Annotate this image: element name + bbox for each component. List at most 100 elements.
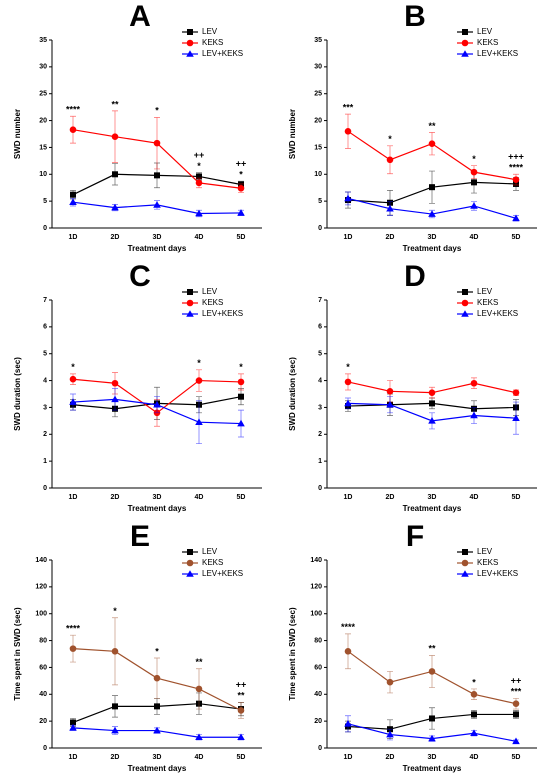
panel: E 0 20 40 60 80 100 120 140 1D 2D 3D 4D 5D Treatment d… xyxy=(13,520,262,773)
marker xyxy=(470,411,478,419)
legend-marker xyxy=(461,310,469,317)
legend-label: LEV+KEKS xyxy=(477,569,518,578)
x-tick-label: 5D xyxy=(237,494,246,501)
y-tick-label: 60 xyxy=(39,664,47,671)
y-tick-label: 30 xyxy=(39,64,47,71)
marker xyxy=(195,418,203,425)
marker xyxy=(428,734,436,742)
marker xyxy=(70,191,76,198)
y-tick-label: 140 xyxy=(35,557,47,564)
y-tick-label: 80 xyxy=(39,637,47,644)
marker xyxy=(429,715,435,722)
panel-letter: A xyxy=(129,0,151,33)
y-tick-label: 5 xyxy=(43,351,47,358)
y-tick-label: 0 xyxy=(318,745,322,752)
panel: B 0 5 10 15 20 25 30 35 1D 2D 3D 4D 5D Treatment days S… xyxy=(288,0,537,253)
y-tick-label: 35 xyxy=(39,37,47,44)
marker xyxy=(344,378,352,386)
marker xyxy=(69,198,77,206)
legend-label: KEKS xyxy=(477,558,498,567)
y-axis-title: SWD number xyxy=(288,109,297,159)
significance-mark: **** xyxy=(66,624,81,634)
marker xyxy=(386,400,394,408)
panel: A 0 5 10 15 20 25 30 35 1D 2D 3D 4D 5D Treatment days S… xyxy=(13,0,262,253)
legend-label: LEV xyxy=(477,27,493,36)
y-tick-label: 15 xyxy=(314,144,322,151)
y-tick-label: 2 xyxy=(318,431,322,438)
panel-letter: F xyxy=(406,520,424,553)
significance-mark: ** xyxy=(428,644,436,654)
panel: C 0 1 2 3 4 5 6 7 1D 2D 3D 4D 5D Treatment days SWD dur… xyxy=(13,260,262,513)
significance-mark: ** xyxy=(195,657,203,667)
y-tick-label: 5 xyxy=(318,198,322,205)
legend-marker xyxy=(461,39,469,47)
x-tick-label: 5D xyxy=(237,234,246,241)
x-tick-label: 2D xyxy=(111,234,120,241)
marker xyxy=(111,379,119,387)
significance-mark: * xyxy=(472,677,476,687)
marker xyxy=(111,203,119,211)
legend-marker xyxy=(186,310,194,317)
significance-mark: * xyxy=(71,362,75,372)
significance-mark: ** xyxy=(111,99,119,109)
y-axis-title: SWD duration (sec) xyxy=(13,357,22,431)
marker xyxy=(428,417,436,424)
y-tick-label: 7 xyxy=(43,297,47,304)
y-tick-label: 60 xyxy=(314,664,322,671)
marker xyxy=(153,139,161,147)
significance-mark: * xyxy=(239,362,243,372)
legend-marker xyxy=(461,299,469,307)
marker xyxy=(153,400,161,408)
y-tick-label: 2 xyxy=(43,431,47,438)
marker xyxy=(512,737,520,745)
marker xyxy=(237,184,245,192)
marker xyxy=(344,128,352,135)
significance-mark: *** xyxy=(343,103,354,113)
x-axis-title: Treatment days xyxy=(403,244,462,253)
y-tick-label: 25 xyxy=(314,91,322,98)
y-tick-label: 0 xyxy=(43,745,47,752)
x-tick-label: 5D xyxy=(512,494,521,501)
marker xyxy=(112,703,118,710)
y-tick-label: 3 xyxy=(43,404,47,411)
marker xyxy=(111,133,119,140)
x-tick-label: 2D xyxy=(386,494,395,501)
legend-marker xyxy=(461,50,469,57)
significance-mark: * xyxy=(155,106,159,116)
x-axis-title: Treatment days xyxy=(403,764,462,773)
marker xyxy=(69,398,77,405)
marker xyxy=(512,700,520,707)
y-tick-label: 1 xyxy=(43,458,47,465)
marker xyxy=(70,719,76,726)
x-tick-label: 4D xyxy=(195,494,204,501)
marker xyxy=(386,388,394,395)
x-tick-label: 1D xyxy=(69,494,78,501)
y-tick-label: 40 xyxy=(314,691,322,698)
marker xyxy=(237,733,245,741)
legend-label: LEV+KEKS xyxy=(202,569,243,578)
x-tick-label: 4D xyxy=(470,234,479,241)
legend-marker xyxy=(462,29,468,35)
marker xyxy=(386,156,394,164)
marker xyxy=(238,393,244,400)
significance-mark: ++ xyxy=(194,150,205,160)
y-tick-label: 140 xyxy=(310,557,322,564)
y-tick-label: 20 xyxy=(39,718,47,725)
y-tick-label: 15 xyxy=(39,144,47,151)
y-tick-label: 4 xyxy=(43,377,47,384)
significance-mark: ** xyxy=(428,121,436,131)
marker xyxy=(154,703,160,710)
marker xyxy=(471,179,477,186)
significance-mark: **** xyxy=(509,163,524,173)
marker xyxy=(69,724,77,731)
legend-marker xyxy=(186,50,194,57)
x-tick-label: 3D xyxy=(428,494,437,501)
significance-mark: **** xyxy=(66,105,81,115)
marker xyxy=(428,389,436,396)
marker xyxy=(470,379,478,387)
panel: D 0 1 2 3 4 5 6 7 1D 2D 3D 4D 5D Treatment days SWD dur… xyxy=(288,260,537,513)
marker xyxy=(512,414,520,421)
marker xyxy=(428,140,436,147)
x-tick-label: 4D xyxy=(195,754,204,761)
